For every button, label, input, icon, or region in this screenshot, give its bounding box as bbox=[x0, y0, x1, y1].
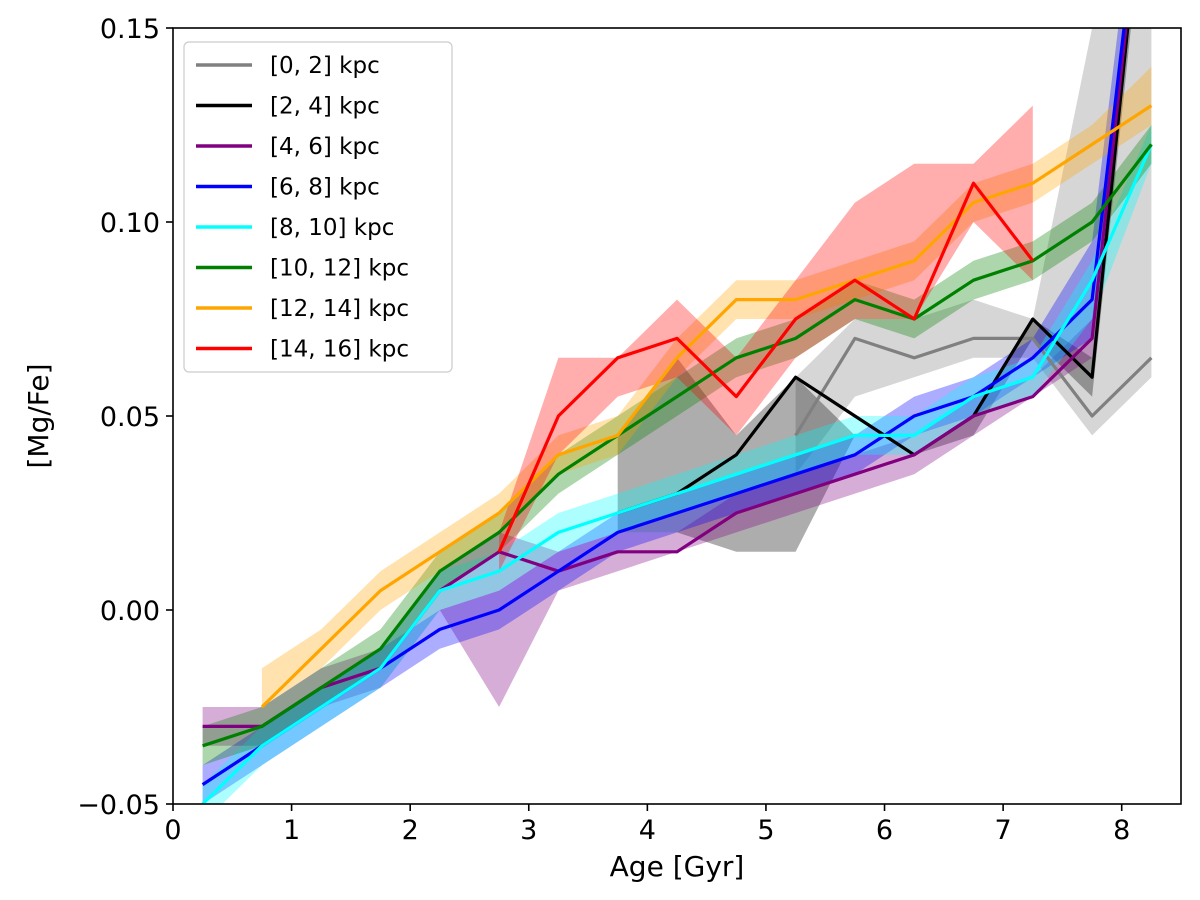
legend-frame bbox=[183, 41, 453, 373]
y-tick-label: 0.15 bbox=[100, 14, 160, 45]
line-series-3 bbox=[202, 28, 1128, 729]
line-series-1 bbox=[794, 336, 1153, 437]
x-tick-label: 7 bbox=[995, 815, 1012, 846]
line-series-5 bbox=[201, 143, 1153, 804]
line-series-6 bbox=[202, 143, 1153, 748]
y-tick-label: 0.10 bbox=[100, 208, 160, 239]
x-tick-label: 8 bbox=[1113, 815, 1130, 846]
legend-label: [12, 14] kpc bbox=[270, 296, 409, 322]
x-axis-ticks: 0 1 2 3 4 5 6 7 8 bbox=[164, 804, 1130, 846]
band-series-5 bbox=[202, 125, 1152, 804]
band-series-2 bbox=[617, 28, 1131, 552]
legend-label: [0, 2] kpc bbox=[270, 53, 380, 79]
line-series-7 bbox=[260, 104, 1153, 709]
y-axis-ticks: −0.05 0.00 0.05 0.10 0.15 bbox=[77, 14, 173, 821]
line-series-8 bbox=[497, 181, 1035, 553]
x-tick-label: 6 bbox=[876, 815, 893, 846]
band-series-1 bbox=[795, 28, 1152, 475]
band-series-7 bbox=[261, 66, 1152, 708]
x-tick-label: 4 bbox=[639, 815, 656, 846]
y-tick-label: 0.05 bbox=[100, 402, 160, 433]
y-tick-label: 0.00 bbox=[100, 596, 160, 627]
band-series-6 bbox=[202, 125, 1152, 766]
band-series-8 bbox=[499, 105, 1033, 572]
legend-label: [6, 8] kpc bbox=[270, 175, 380, 201]
x-axis-label: Age [Gyr] bbox=[610, 850, 745, 883]
x-tick-label: 5 bbox=[757, 815, 774, 846]
y-axis-label: [Mg/Fe] bbox=[22, 363, 55, 468]
x-tick-label: 0 bbox=[164, 815, 181, 846]
legend-label: [4, 6] kpc bbox=[270, 134, 380, 160]
legend-label: [10, 12] kpc bbox=[270, 256, 409, 282]
x-tick-label: 1 bbox=[283, 815, 300, 846]
x-tick-label: 3 bbox=[520, 815, 537, 846]
x-tick-label: 2 bbox=[402, 815, 419, 846]
y-tick-label: −0.05 bbox=[77, 790, 160, 821]
legend-label: [14, 16] kpc bbox=[270, 337, 409, 363]
legend-label: [2, 4] kpc bbox=[270, 94, 380, 120]
legend-label: [8, 10] kpc bbox=[270, 215, 394, 241]
legend: [0, 2] kpc [2, 4] kpc [4, 6] kpc [6, 8] kpc… bbox=[183, 41, 453, 373]
series-lines bbox=[201, 28, 1153, 804]
